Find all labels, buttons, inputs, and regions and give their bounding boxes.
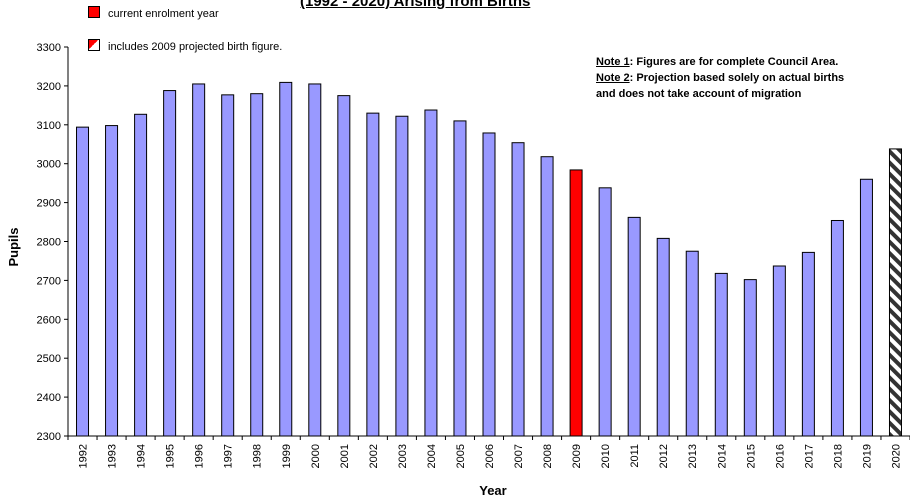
bar-1999 [279,81,293,437]
bar-2012 [656,237,670,437]
x-tick-label: 1997 [223,444,235,468]
x-tick-labels: 1992 1993 1994 1995 1996 1997 1998 1999 2000 2001… [78,444,903,468]
x-tick-label: 2007 [513,444,525,468]
y-tick-label: 2800 [37,237,61,249]
x-tick-label: 2014 [716,444,728,468]
x-tick-label: 2012 [658,444,670,468]
bar-1995 [163,90,177,437]
bar-2013 [685,250,699,437]
y-axis-label: Pupils [6,227,21,266]
x-tick-label: 2016 [774,444,786,468]
bar-1998 [250,93,264,437]
x-axis-label: Year [479,483,506,498]
x-tick-label: 2002 [368,444,380,468]
y-tick-labels: 2300 2400 2500 2600 2700 2800 2900 3000 3100 3200… [37,42,61,443]
bar-2007 [511,142,525,437]
chart-title: (1992 - 2020) Arising from Births [300,0,531,10]
x-tick-label: 2005 [455,444,467,468]
bar-2006 [482,132,496,437]
x-tick-label: 1992 [78,444,90,468]
bar-2011 [627,216,641,437]
bar-2019 [859,178,873,437]
x-tick-label: 2015 [745,444,757,468]
bar-1992 [76,126,90,437]
bar-2017 [801,251,815,437]
x-tick-label: 2001 [339,444,351,468]
bar-1997 [221,94,235,437]
x-tick-label: 2018 [832,444,844,468]
y-tick-label: 3100 [37,120,61,132]
y-tick-label: 2900 [37,198,61,210]
x-tick-label: 1999 [281,444,293,468]
legend-swatch-projected [88,39,100,51]
legend-swatch-current [88,6,100,18]
note-1: Note 1: Figures are for complete Council… [596,56,838,68]
bar-2005 [453,120,467,437]
bar-2016 [772,265,786,437]
note-2-prefix: Note 2 [596,72,630,84]
x-tick-label: 2000 [310,444,322,468]
y-tick-label: 3300 [37,42,61,54]
bar-2003 [395,115,409,437]
y-tick-label: 2400 [37,392,61,404]
y-tick-label: 2300 [37,431,61,443]
legend-label-current: current enrolment year [108,8,219,20]
x-tick-label: 1995 [165,444,177,468]
x-tick-label: 2011 [629,444,641,468]
bar-2010 [598,187,612,437]
x-tick-label: 2004 [426,444,438,468]
x-tick-label: 2017 [803,444,815,468]
note-2-continued-text: and does not take account of migration [596,88,802,100]
bar-2004 [424,109,438,437]
x-tick-label: 2003 [397,444,409,468]
x-tick-label: 2013 [687,444,699,468]
bar-1993 [105,125,119,437]
bar-1996 [192,83,206,437]
bar-2000 [308,83,322,437]
legend-item-projected: includes 2009 projected birth figure. [88,39,282,53]
x-tick-label: 2019 [861,444,873,468]
bar-2014 [714,272,728,437]
bar-2020 [888,148,902,437]
x-tick-label: 2010 [600,444,612,468]
x-tick-label: 2008 [542,444,554,468]
x-tick-label: 1998 [252,444,264,468]
note-1-text: : Figures are for complete Council Area. [629,56,839,68]
legend-label-projected: includes 2009 projected birth figure. [108,41,283,53]
bar-2009 [569,169,583,437]
y-tick-label: 3000 [37,159,61,171]
note-2-text: : Projection based solely on actual birt… [629,72,845,84]
y-tick-label: 2700 [37,275,61,287]
y-tick-label: 2600 [37,314,61,326]
x-tick-label: 1993 [107,444,119,468]
x-tick-label: 1996 [194,444,206,468]
note-1-prefix: Note 1 [596,56,630,68]
bar-2008 [540,156,554,437]
x-tick-label: 1994 [136,444,148,468]
bar-2002 [366,112,380,437]
y-tick-label: 2500 [37,353,61,365]
note-2: Note 2: Projection based solely on actua… [596,72,844,84]
legend-item-current: current enrolment year [88,6,219,20]
note-2-continued: and does not take account of migration [596,88,801,100]
x-tick-label: 2020 [890,444,902,468]
x-tick-label: 2006 [484,444,496,468]
bar-2018 [830,219,844,437]
bars [76,81,902,437]
y-tick-label: 3200 [37,81,61,93]
bar-2001 [337,95,351,437]
x-tick-label: 2009 [571,444,583,468]
bar-1994 [134,113,148,437]
bar-2015 [743,279,757,437]
